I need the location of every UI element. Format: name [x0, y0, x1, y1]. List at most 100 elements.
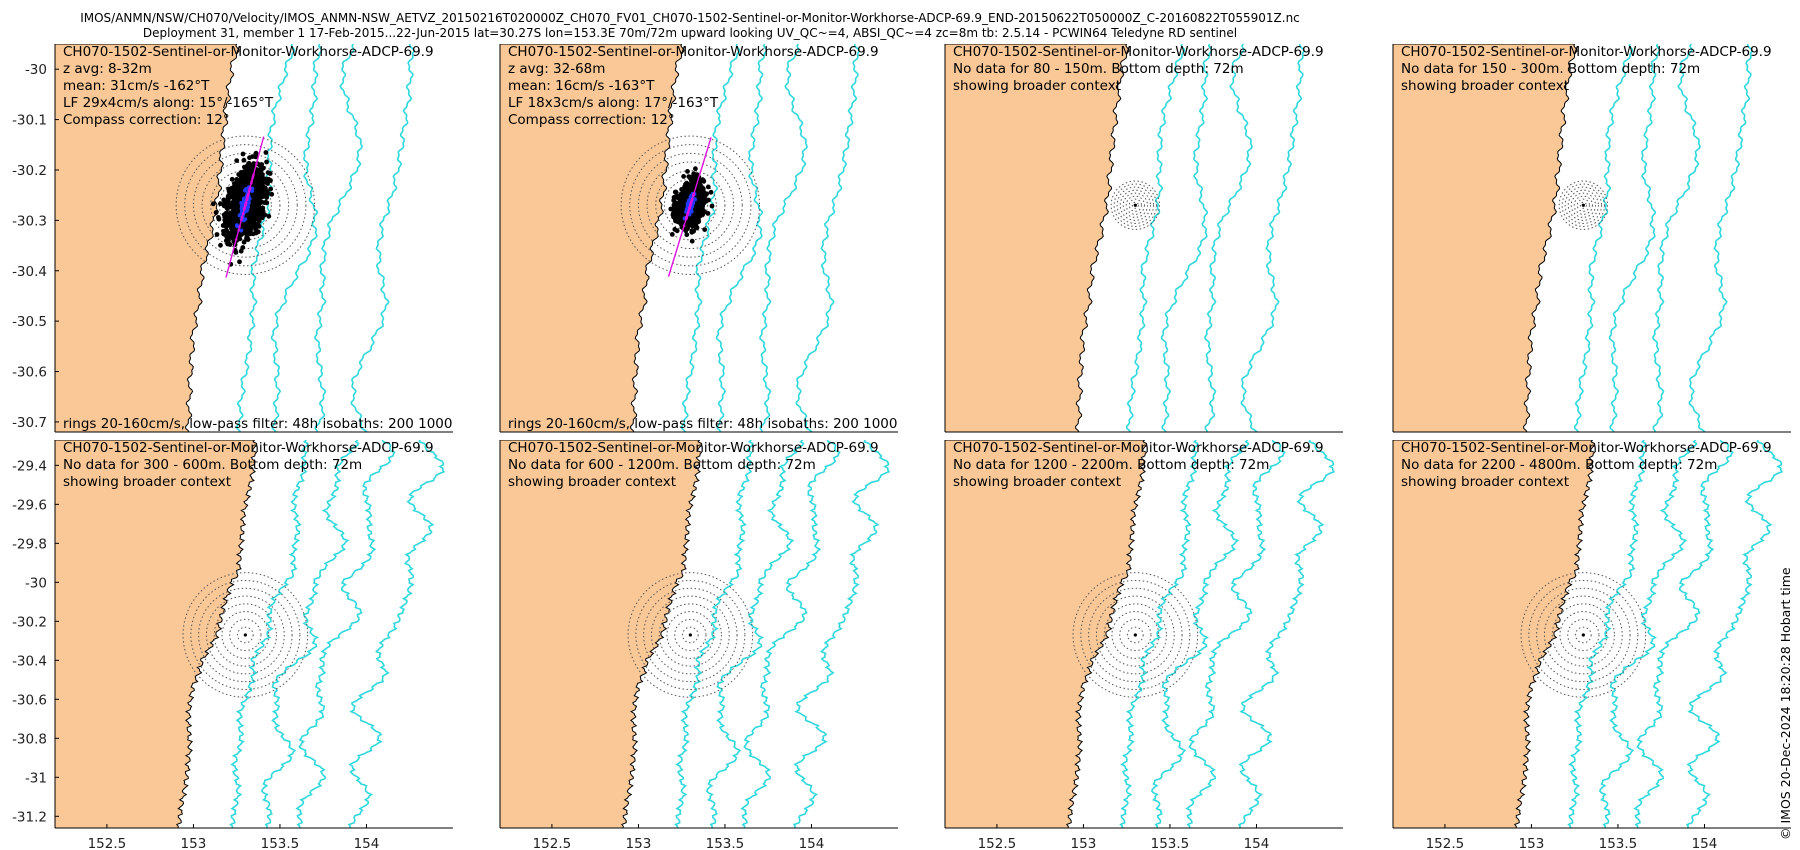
plot-area	[1393, 44, 1753, 432]
isobath-line	[1185, 440, 1286, 828]
plot-area	[500, 44, 860, 432]
panel-bottom-1: 152.5 153 153.5 154 CH070-1502-Sentinel-or-M…	[499, 440, 898, 850]
isobath-line	[1204, 44, 1253, 432]
y-tick-label: -30.4	[12, 264, 47, 280]
speed-ring	[1536, 587, 1631, 683]
panel-top-2: CH070-1502-Sentinel-or-Monitor-Workhorse…	[944, 44, 1343, 433]
land-area	[500, 440, 703, 828]
plot-area	[945, 44, 1305, 432]
speed-ring	[650, 595, 730, 675]
speed-ring	[643, 587, 738, 683]
isobath-line	[1567, 440, 1647, 828]
speed-ring	[1520, 572, 1647, 698]
panel-info-line: z avg: 8-32m	[63, 61, 152, 77]
panel-top-1: CH070-1502-Sentinel-or-Monitor-Workhorse…	[499, 44, 898, 433]
panel-title: CH070-1502-Sentinel-or-Monitor-Workhorse…	[508, 44, 879, 60]
speed-ring	[213, 603, 277, 667]
y-tick-label: -29.8	[12, 536, 47, 552]
speed-ring	[190, 579, 301, 690]
panel-bottom-0: -29.4 -29.6 -29.8 -30 -30.2 -30.4 -30.6 -30.8 -3…	[12, 440, 453, 850]
panels: -30 -30.1 -30.2 -30.3 -30.4 -30.5 -30.6 -30.7 CH…	[12, 44, 1791, 850]
panel-bottom-3: 152.5 153 153.5 154 CH070-1502-Sentinel-or-M…	[1392, 440, 1791, 850]
x-tick-label: 153.5	[1599, 836, 1638, 850]
mooring-marker	[1133, 633, 1137, 637]
plot-area	[55, 44, 415, 432]
y-tick-label: -30.6	[12, 692, 47, 708]
speed-ring	[1131, 201, 1139, 209]
speed-ring	[1113, 183, 1158, 227]
speed-ring	[184, 144, 307, 267]
speed-ring	[1110, 180, 1161, 230]
x-tick-label: 153	[1519, 836, 1545, 850]
mooring-marker	[1581, 633, 1585, 637]
y-tick-label: -30.2	[12, 614, 47, 630]
x-tick-label: 154	[354, 836, 380, 850]
speed-ring	[637, 152, 743, 258]
panel-info-line: No data for 80 - 150m. Bottom depth: 72m	[953, 61, 1244, 77]
panel-info-line: showing broader context	[1401, 78, 1569, 94]
panel-info-line: No data for 300 - 600m. Bottom depth: 72…	[63, 457, 362, 473]
speed-ring	[1559, 611, 1608, 659]
panel-info-line: No data for 600 - 1200m. Bottom depth: 7…	[508, 457, 816, 473]
panel-bottom-2: 152.5 153 153.5 154 CH070-1502-Sentinel-or-M…	[944, 440, 1343, 850]
speed-ring	[629, 144, 752, 267]
y-tick-label: -29.4	[12, 458, 47, 474]
isobath-line	[1598, 440, 1698, 828]
panel-info-line: z avg: 32-68m	[508, 61, 605, 77]
speed-ring	[627, 572, 754, 698]
isobath-line	[759, 44, 808, 432]
isobath-line	[740, 440, 841, 828]
isobath-line	[792, 440, 891, 828]
speed-ring	[1111, 611, 1160, 659]
speed-ring	[1528, 579, 1639, 690]
header-subtitle: Deployment 31, member 1 17-Feb-2015...22…	[143, 26, 1237, 40]
y-tick-label: -30.3	[12, 213, 47, 229]
speed-ring	[666, 611, 715, 659]
speed-ring	[1575, 626, 1592, 644]
y-tick-label: -30.1	[12, 113, 47, 129]
speed-ring	[1570, 192, 1596, 218]
isobath-line	[1652, 44, 1701, 432]
panel-top-3: CH070-1502-Sentinel-or-Monitor-Workhorse…	[1392, 44, 1791, 433]
speed-ring	[1122, 192, 1148, 218]
panel-info-line: mean: 16cm/s -163°T	[508, 78, 655, 94]
panel-info-line: No data for 150 - 300m. Bottom depth: 72…	[1401, 61, 1700, 77]
speed-ring	[1088, 587, 1183, 683]
speed-ring	[1561, 183, 1606, 227]
speed-ring	[620, 135, 761, 275]
header-title: IMOS/ANMN/NSW/CH070/Velocity/IMOS_ANMN-N…	[80, 11, 1300, 25]
speed-ring	[655, 170, 726, 241]
panel-title: CH070-1502-Sentinel-or-Monitor-Workhorse…	[953, 44, 1324, 60]
y-tick-label: -30.5	[12, 314, 47, 330]
isobath-line	[350, 44, 415, 432]
isobath-line	[347, 440, 446, 828]
plot-area	[500, 440, 891, 828]
isobath-line	[1119, 440, 1199, 828]
x-tick-label: 154	[1244, 836, 1270, 850]
speed-ring	[1579, 201, 1587, 209]
speed-ring	[1558, 180, 1609, 230]
panel-info-line: showing broader context	[1401, 474, 1569, 490]
speed-ring	[221, 611, 270, 659]
panel-info-line: Compass correction: 12°	[63, 112, 230, 128]
isobath-line	[674, 440, 754, 828]
x-tick-label: 153.5	[706, 836, 745, 850]
speed-ring	[1576, 198, 1590, 212]
panel-title: CH070-1502-Sentinel-or-Monitor-Workhorse…	[953, 440, 1324, 456]
plot-area	[55, 440, 446, 828]
y-tick-label: -31.2	[12, 809, 47, 825]
y-tick-label: -29.6	[12, 497, 47, 513]
speed-ring	[1567, 618, 1600, 652]
isobath-line	[1685, 440, 1784, 828]
land-area	[1393, 440, 1596, 828]
y-tick-label: -30.6	[12, 365, 47, 381]
panel-info-line: showing broader context	[63, 474, 231, 490]
x-tick-label: 153	[1071, 836, 1097, 850]
panel-top-0: -30 -30.1 -30.2 -30.3 -30.4 -30.5 -30.6 -30.7 CH…	[12, 44, 453, 433]
speed-ring	[182, 572, 309, 698]
principal-axis-line	[667, 137, 712, 277]
y-tick-label: -30.2	[12, 163, 47, 179]
speed-ring	[1128, 198, 1142, 212]
panel-info-line: No data for 2200 - 4800m. Bottom depth: …	[1401, 457, 1717, 473]
panel-info-line: LF 29x4cm/s along: 15°/-165°T	[63, 95, 274, 111]
